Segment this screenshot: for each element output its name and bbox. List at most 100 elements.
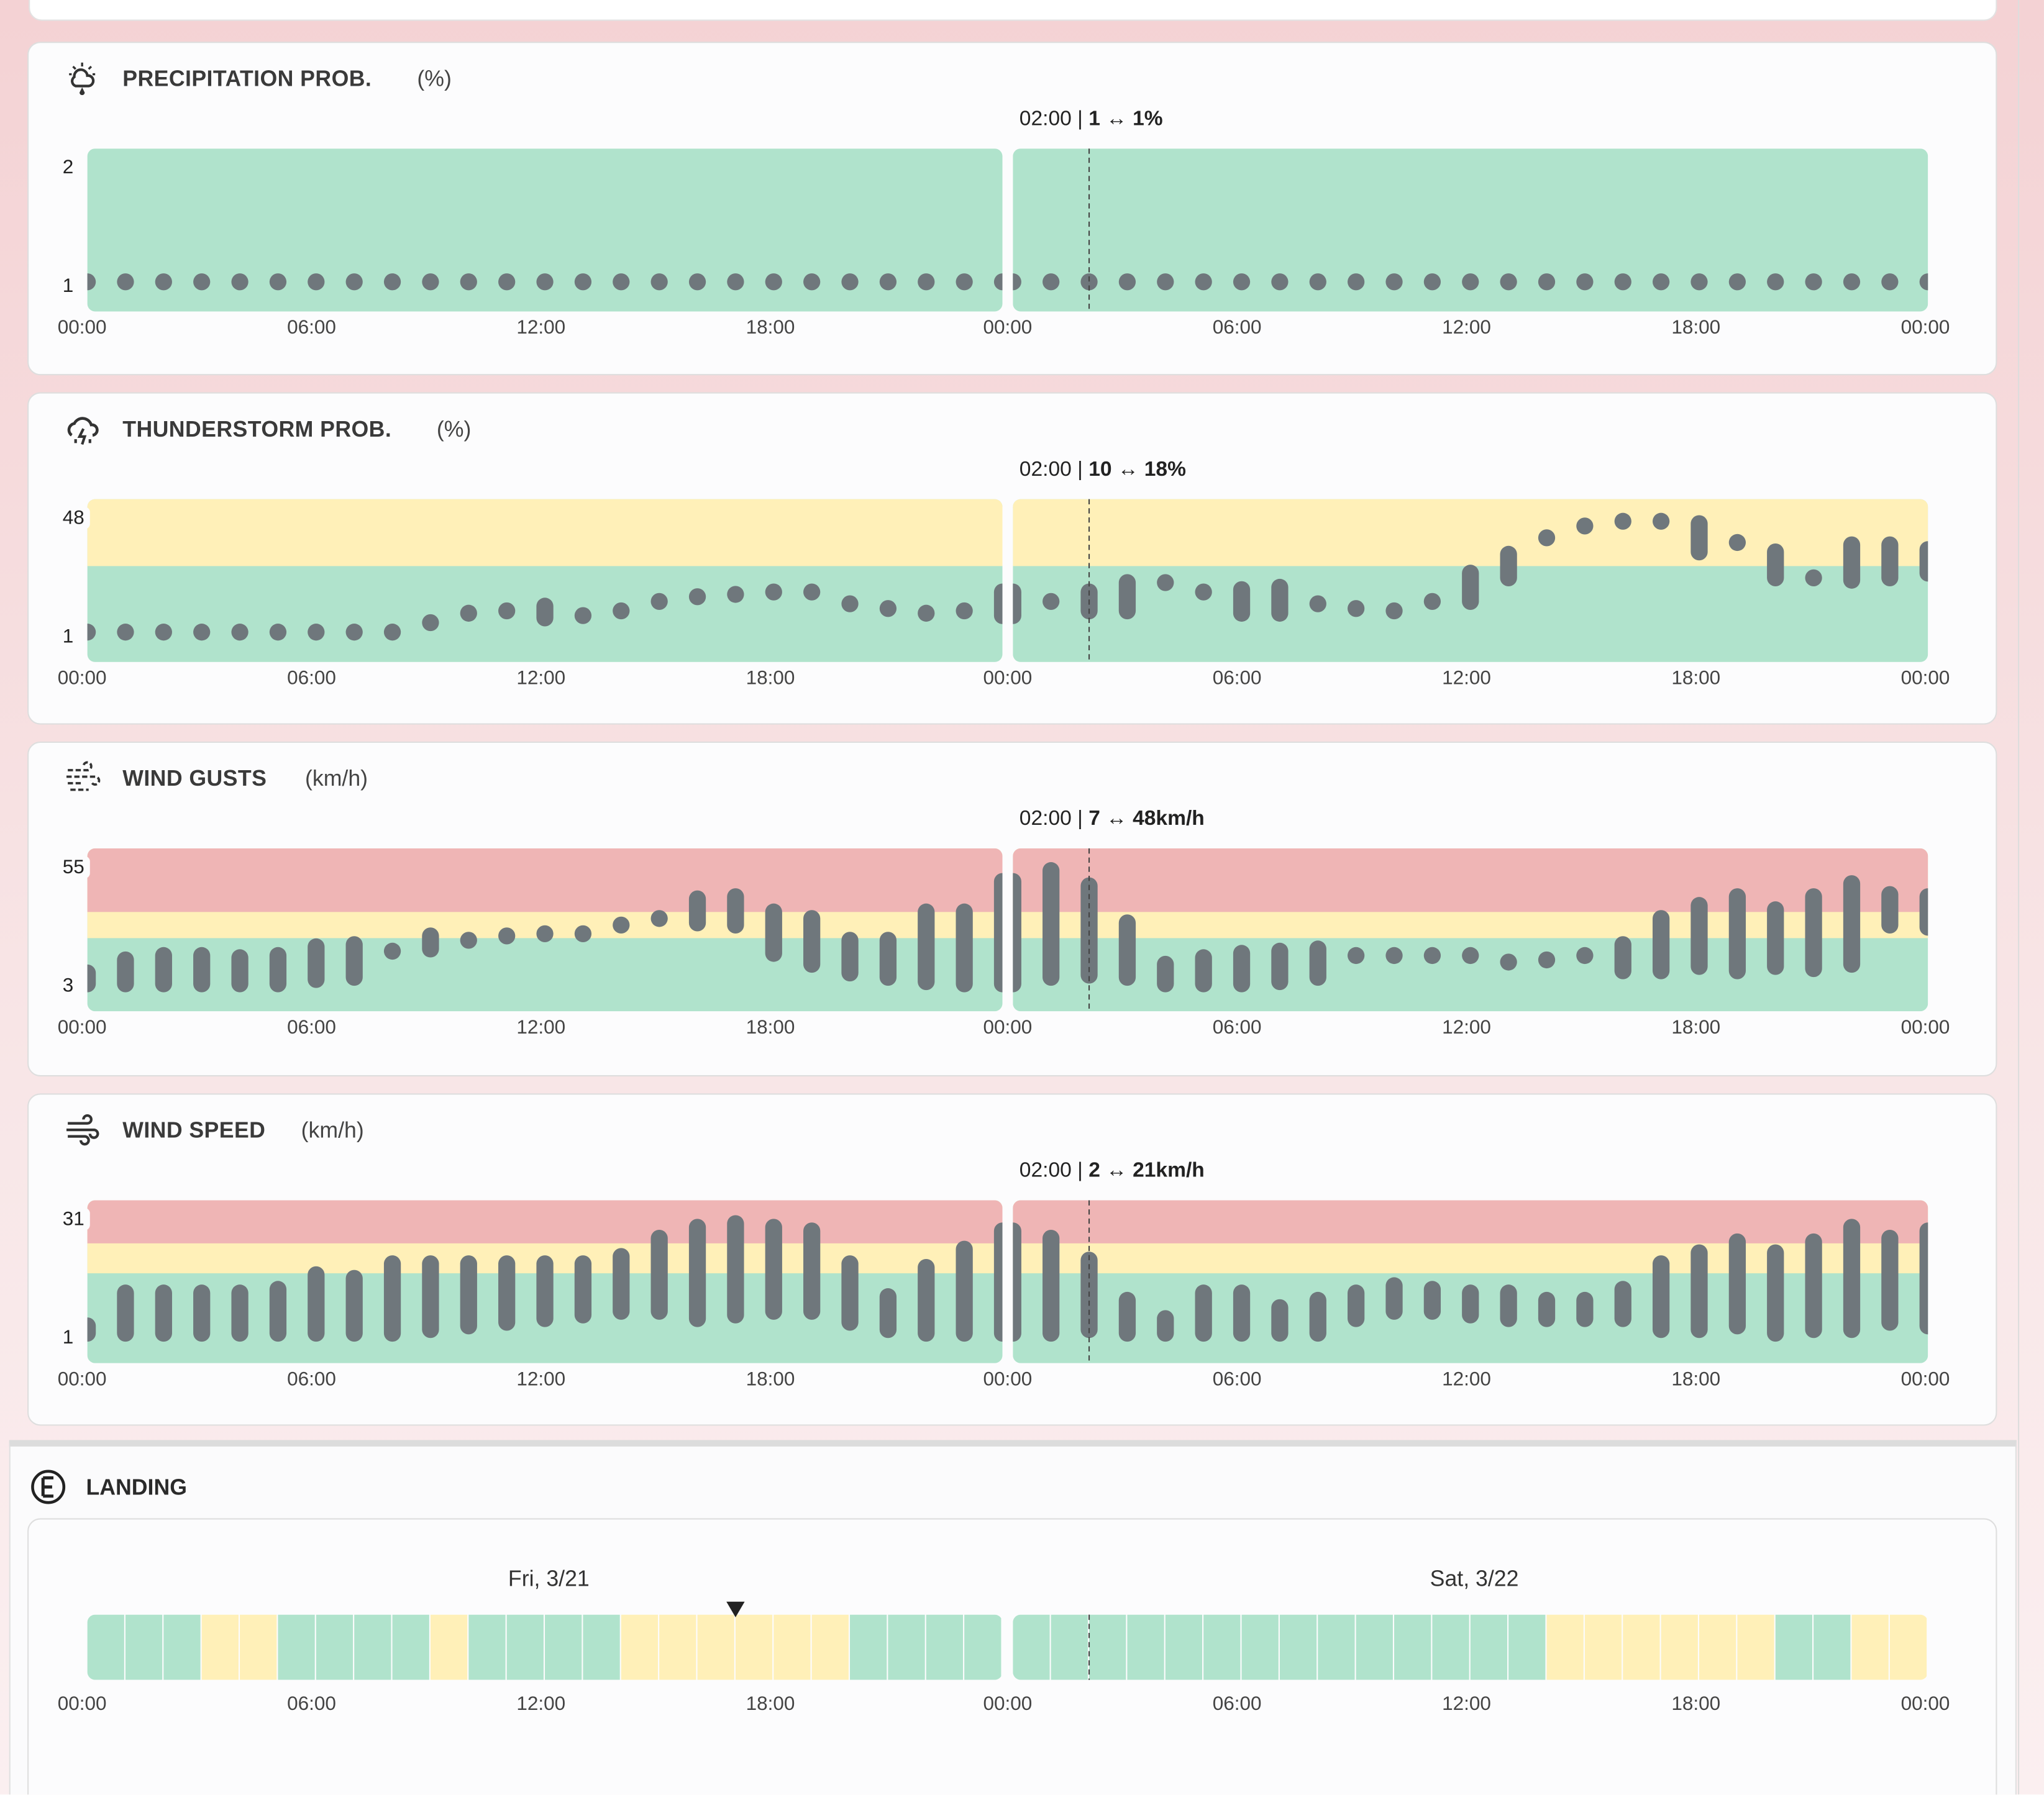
landing-hour-cell[interactable] <box>1699 1614 1736 1680</box>
range-mark <box>383 942 401 960</box>
x-tick-label: 12:00 <box>1442 667 1491 689</box>
x-tick-label: 12:00 <box>516 667 566 689</box>
wind-speed-card: WIND SPEED (km/h) 02:00 | 2 ↔ 21km/h 31 1 00:… <box>27 1093 1997 1426</box>
x-tick-label: 12:00 <box>516 316 566 339</box>
chart-plot <box>87 499 1928 662</box>
x-tick-label: 00:00 <box>983 316 1033 339</box>
landing-hour-cell[interactable] <box>1737 1614 1774 1680</box>
range-mark <box>1043 273 1060 291</box>
range-mark <box>650 1229 668 1320</box>
range-mark <box>1271 578 1289 622</box>
landing-hour-cell[interactable] <box>1356 1614 1393 1680</box>
range-mark <box>841 1255 859 1331</box>
landing-hour-cell[interactable] <box>1623 1614 1660 1680</box>
range-mark <box>688 1219 706 1327</box>
landing-hour-cell[interactable] <box>1165 1614 1203 1680</box>
landing-hour-cell[interactable] <box>1127 1614 1164 1680</box>
range-mark <box>231 624 249 641</box>
x-tick-label: 06:00 <box>287 316 336 339</box>
landing-hour-cell[interactable] <box>1013 1614 1050 1680</box>
x-tick-label: 18:00 <box>746 316 795 339</box>
landing-hour-cell[interactable] <box>392 1614 429 1680</box>
landing-hour-cell[interactable] <box>1508 1614 1546 1680</box>
landing-hour-cell[interactable] <box>1470 1614 1508 1680</box>
range-mark <box>308 938 325 988</box>
landing-hour-cell[interactable] <box>201 1614 239 1680</box>
range-mark <box>1728 1233 1746 1335</box>
range-mark <box>1576 947 1594 965</box>
x-tick-label: 06:00 <box>1212 667 1262 689</box>
landing-hour-cell[interactable] <box>278 1614 315 1680</box>
landing-hour-cell[interactable] <box>1661 1614 1698 1680</box>
y-axis-max-label: 55 <box>57 856 90 879</box>
date-label: Sat, 3/22 <box>1430 1566 1519 1591</box>
x-tick-label: 00:00 <box>57 1693 107 1715</box>
scrollbar-track[interactable] <box>2018 0 2020 1795</box>
landing-hour-cell[interactable] <box>125 1614 163 1680</box>
landing-hour-cell[interactable] <box>621 1614 659 1680</box>
day-panel <box>87 499 1003 662</box>
landing-hour-cell[interactable] <box>735 1614 773 1680</box>
x-tick-label: 12:00 <box>516 1693 566 1715</box>
landing-hour-cell[interactable] <box>87 1614 124 1680</box>
landing-hour-cell[interactable] <box>659 1614 696 1680</box>
landing-hour-cell[interactable] <box>1089 1614 1126 1680</box>
thunderstorm-card: THUNDERSTORM PROB. (%) 02:00 | 10 ↔ 18% 48 1… <box>27 392 1997 725</box>
range-mark <box>879 1288 897 1338</box>
range-mark <box>1157 273 1174 291</box>
landing-hour-cell[interactable] <box>773 1614 811 1680</box>
landing-hour-cell[interactable] <box>1279 1614 1317 1680</box>
landing-hour-cell[interactable] <box>1394 1614 1431 1680</box>
landing-hour-cell[interactable] <box>1814 1614 1851 1680</box>
range-mark <box>841 595 859 612</box>
range-mark <box>498 273 516 291</box>
range-mark <box>155 273 172 291</box>
range-mark <box>1348 600 1365 617</box>
landing-hour-cell[interactable] <box>240 1614 277 1680</box>
landing-hour-cell[interactable] <box>1241 1614 1279 1680</box>
landing-hour-cell[interactable] <box>1775 1614 1813 1680</box>
range-mark <box>308 273 325 291</box>
range-mark <box>765 583 782 601</box>
chart-unit: (%) <box>417 66 452 91</box>
landing-hour-cell[interactable] <box>545 1614 582 1680</box>
landing-hour-cell[interactable] <box>1851 1614 1889 1680</box>
landing-bar <box>87 1601 1927 1680</box>
date-label: Fri, 3/21 <box>508 1566 590 1591</box>
landing-hour-cell[interactable] <box>468 1614 506 1680</box>
landing-hour-cell[interactable] <box>964 1614 1001 1680</box>
landing-hour-cell[interactable] <box>1584 1614 1622 1680</box>
landing-hour-cell[interactable] <box>888 1614 925 1680</box>
landing-hour-cell[interactable] <box>850 1614 887 1680</box>
range-mark <box>918 604 935 622</box>
landing-hour-cell[interactable] <box>1889 1614 1927 1680</box>
range-mark <box>231 273 249 291</box>
range-mark <box>1614 936 1631 979</box>
landing-hour-cell[interactable] <box>1318 1614 1355 1680</box>
hover-readout: 02:00 | 1 ↔ 1% <box>1019 108 1163 130</box>
landing-hour-cell[interactable] <box>430 1614 468 1680</box>
x-tick-label: 18:00 <box>1671 667 1721 689</box>
landing-hour-cell[interactable] <box>1546 1614 1584 1680</box>
range-mark <box>1690 897 1708 975</box>
range-mark <box>536 598 554 627</box>
range-mark <box>1157 1310 1174 1342</box>
range-mark <box>117 273 134 291</box>
y-axis-min-label: 1 <box>57 1326 79 1349</box>
landing-hour-cell[interactable] <box>316 1614 354 1680</box>
landing-hour-cell[interactable] <box>926 1614 964 1680</box>
landing-hour-cell[interactable] <box>1051 1614 1088 1680</box>
landing-hour-cell[interactable] <box>163 1614 201 1680</box>
range-mark <box>1767 1244 1784 1342</box>
range-mark <box>536 925 554 943</box>
x-tick-label: 06:00 <box>1212 1016 1262 1039</box>
zone-yellow <box>87 499 1003 566</box>
landing-hour-cell[interactable] <box>506 1614 544 1680</box>
landing-hour-cell[interactable] <box>583 1614 620 1680</box>
landing-hour-cell[interactable] <box>1203 1614 1241 1680</box>
landing-hour-cell[interactable] <box>1432 1614 1469 1680</box>
range-mark <box>1385 947 1403 965</box>
landing-hour-cell[interactable] <box>354 1614 391 1680</box>
landing-hour-cell[interactable] <box>697 1614 734 1680</box>
landing-hour-cell[interactable] <box>811 1614 849 1680</box>
